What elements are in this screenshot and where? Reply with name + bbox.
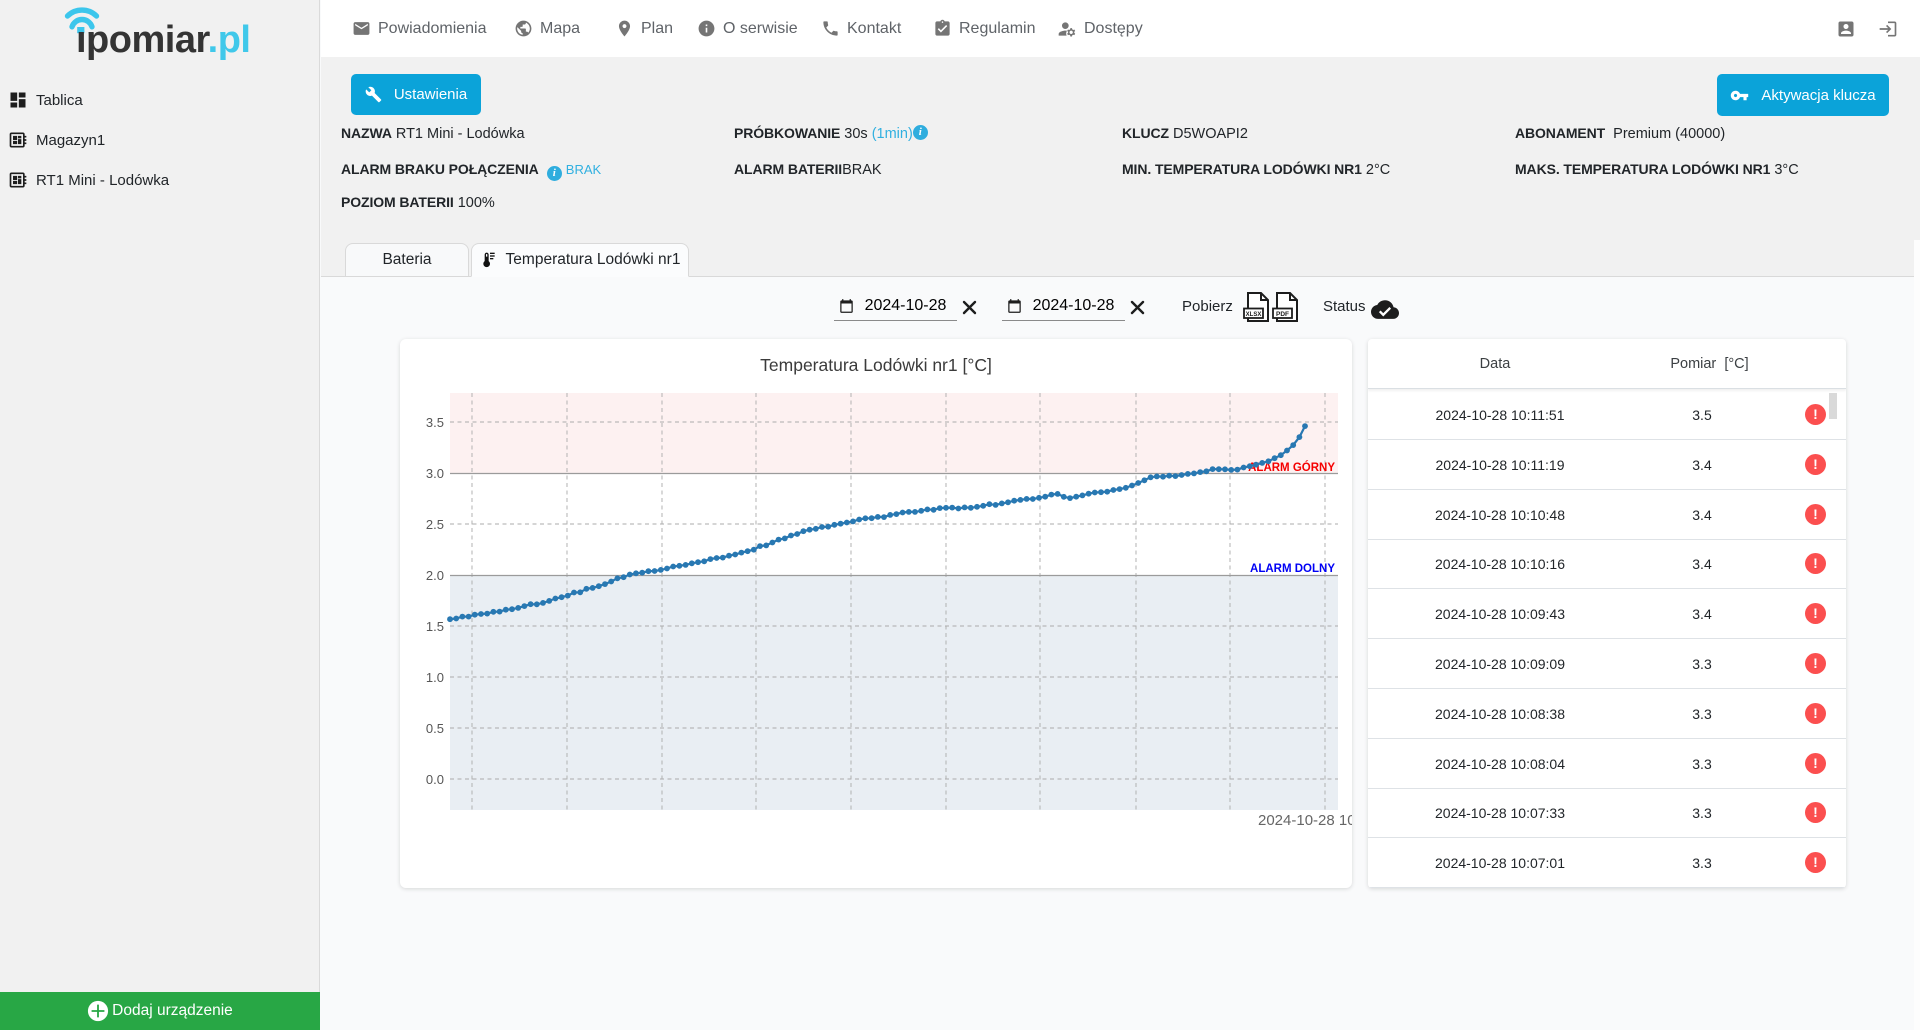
svg-text:2024-10-28 10:1: 2024-10-28 10:1 xyxy=(1258,812,1352,829)
svg-text:0.5: 0.5 xyxy=(426,721,444,736)
svg-text:2.5: 2.5 xyxy=(426,517,444,532)
svg-text:3.0: 3.0 xyxy=(426,466,444,481)
svg-text:ALARM GÓRNY: ALARM GÓRNY xyxy=(1248,461,1335,474)
svg-text:1.0: 1.0 xyxy=(426,670,444,685)
svg-text:2.0: 2.0 xyxy=(426,568,444,583)
svg-text:1.5: 1.5 xyxy=(426,619,444,634)
svg-text:ALARM DOLNY: ALARM DOLNY xyxy=(1250,563,1335,575)
svg-text:PDF: PDF xyxy=(1276,311,1289,318)
svg-text:0.0: 0.0 xyxy=(426,772,444,787)
svg-text:3.5: 3.5 xyxy=(426,415,444,430)
svg-text:XLSX: XLSX xyxy=(1246,312,1262,318)
